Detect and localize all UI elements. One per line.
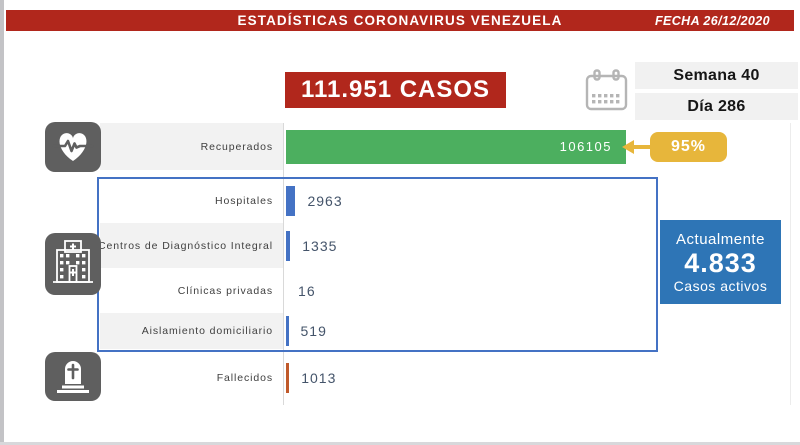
active-cases-box: Actualmente 4.833 Casos activos xyxy=(660,220,781,304)
recovered-percent-badge: 95% xyxy=(650,132,727,162)
total-cases-box: 111.951 CASOS xyxy=(285,72,506,108)
page-title: ESTADÍSTICAS CORONAVIRUS VENEZUELA xyxy=(237,13,563,28)
active-cases-label: Casos activos xyxy=(673,277,768,294)
category-label: Recuperados xyxy=(100,123,283,170)
bar-cdi xyxy=(286,230,291,261)
chart-row-clinicas: Clínicas privadas 16 xyxy=(100,268,790,313)
calendar-icon xyxy=(584,68,629,113)
deceased-icon-badge xyxy=(45,352,101,401)
hospital-icon xyxy=(50,236,96,293)
window-left-edge xyxy=(0,0,4,445)
bar-aislamiento xyxy=(286,316,289,346)
chart-row-aislamiento: Aislamiento domiciliario 519 xyxy=(100,313,790,349)
chart-gridline xyxy=(790,123,791,405)
value-label: 519 xyxy=(300,323,327,339)
value-label: 106105 xyxy=(559,139,612,154)
recovered-icon-badge xyxy=(45,122,101,172)
report-date: FECHA 26/12/2020 xyxy=(654,13,770,28)
category-label: Hospitales xyxy=(214,194,273,207)
window-bottom-edge xyxy=(0,442,800,445)
chart-axis xyxy=(283,123,284,405)
category-label: Centros de Diagnóstico Integral xyxy=(98,223,283,268)
heart-pulse-icon xyxy=(50,125,96,170)
value-label: 1335 xyxy=(302,237,338,254)
medical-centers-icon-badge xyxy=(45,233,101,295)
header-banner: ESTADÍSTICAS CORONAVIRUS VENEZUELA FECHA… xyxy=(6,10,794,31)
chart-row-hospitales: Hospitales 2963 xyxy=(100,178,790,223)
active-cases-value: 4.833 xyxy=(684,247,757,278)
value-label: 2963 xyxy=(307,192,343,209)
bar-fallecidos xyxy=(286,363,290,393)
week-badge: Semana 40 xyxy=(635,62,798,89)
tombstone-icon xyxy=(50,354,96,399)
bar-hospitales xyxy=(286,185,296,216)
bar-recuperados: 106105 xyxy=(286,129,626,164)
category-label: Clínicas privadas xyxy=(177,284,273,297)
category-label: Fallecidos xyxy=(216,372,273,384)
active-cases-caption: Actualmente xyxy=(676,230,765,248)
day-badge: Día 286 xyxy=(635,93,798,120)
chart-row-recuperados: Recuperados 106105 xyxy=(100,123,790,170)
arrow-left-icon xyxy=(622,140,634,154)
value-label: 16 xyxy=(298,282,316,299)
chart-row-cdi: Centros de Diagnóstico Integral 1335 xyxy=(98,223,790,268)
arrow-line xyxy=(633,145,655,149)
value-label: 1013 xyxy=(301,370,337,386)
category-label: Aislamiento domiciliario xyxy=(100,313,283,349)
chart-row-fallecidos: Fallecidos 1013 xyxy=(100,356,790,400)
